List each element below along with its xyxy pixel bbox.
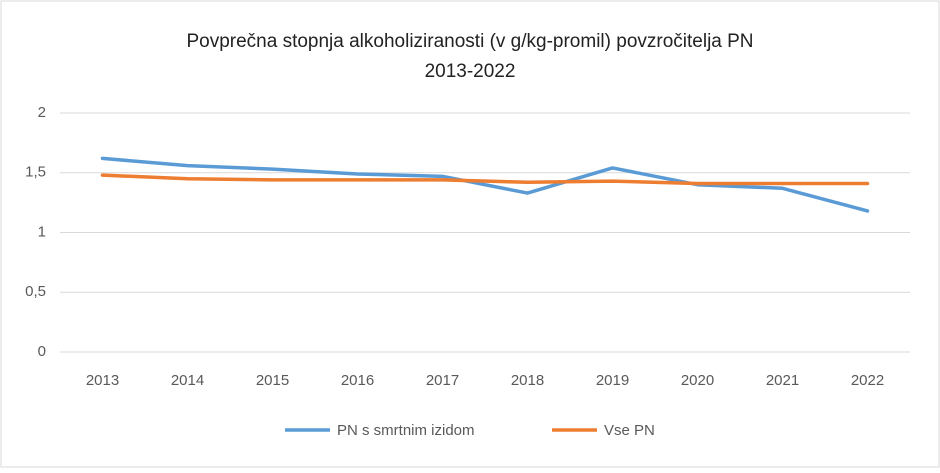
x-tick-label: 2019	[596, 372, 629, 389]
x-tick-label: 2018	[511, 372, 544, 389]
y-tick-label: 0	[38, 343, 46, 360]
y-tick-label: 2	[38, 104, 46, 121]
series-line	[100, 156, 870, 213]
legend-label: PN s smrtnim izidom	[337, 422, 475, 439]
legend-label: Vse PN	[604, 422, 655, 439]
chart-subtitle: 2013-2022	[425, 61, 516, 82]
x-tick-label: 2016	[341, 372, 374, 389]
series-line	[100, 173, 870, 186]
y-tick-label: 1	[38, 223, 46, 240]
x-tick-label: 2020	[681, 372, 714, 389]
x-tick-label: 2014	[171, 372, 204, 389]
chart-title: Povprečna stopnja alkoholiziranosti (v g…	[186, 31, 753, 52]
y-tick-label: 0,5	[25, 283, 46, 300]
y-tick-label: 1,5	[25, 164, 46, 181]
x-tick-label: 2021	[766, 372, 799, 389]
x-tick-label: 2013	[86, 372, 119, 389]
x-tick-label: 2015	[256, 372, 289, 389]
x-tick-label: 2017	[426, 372, 459, 389]
x-tick-label: 2022	[851, 372, 884, 389]
